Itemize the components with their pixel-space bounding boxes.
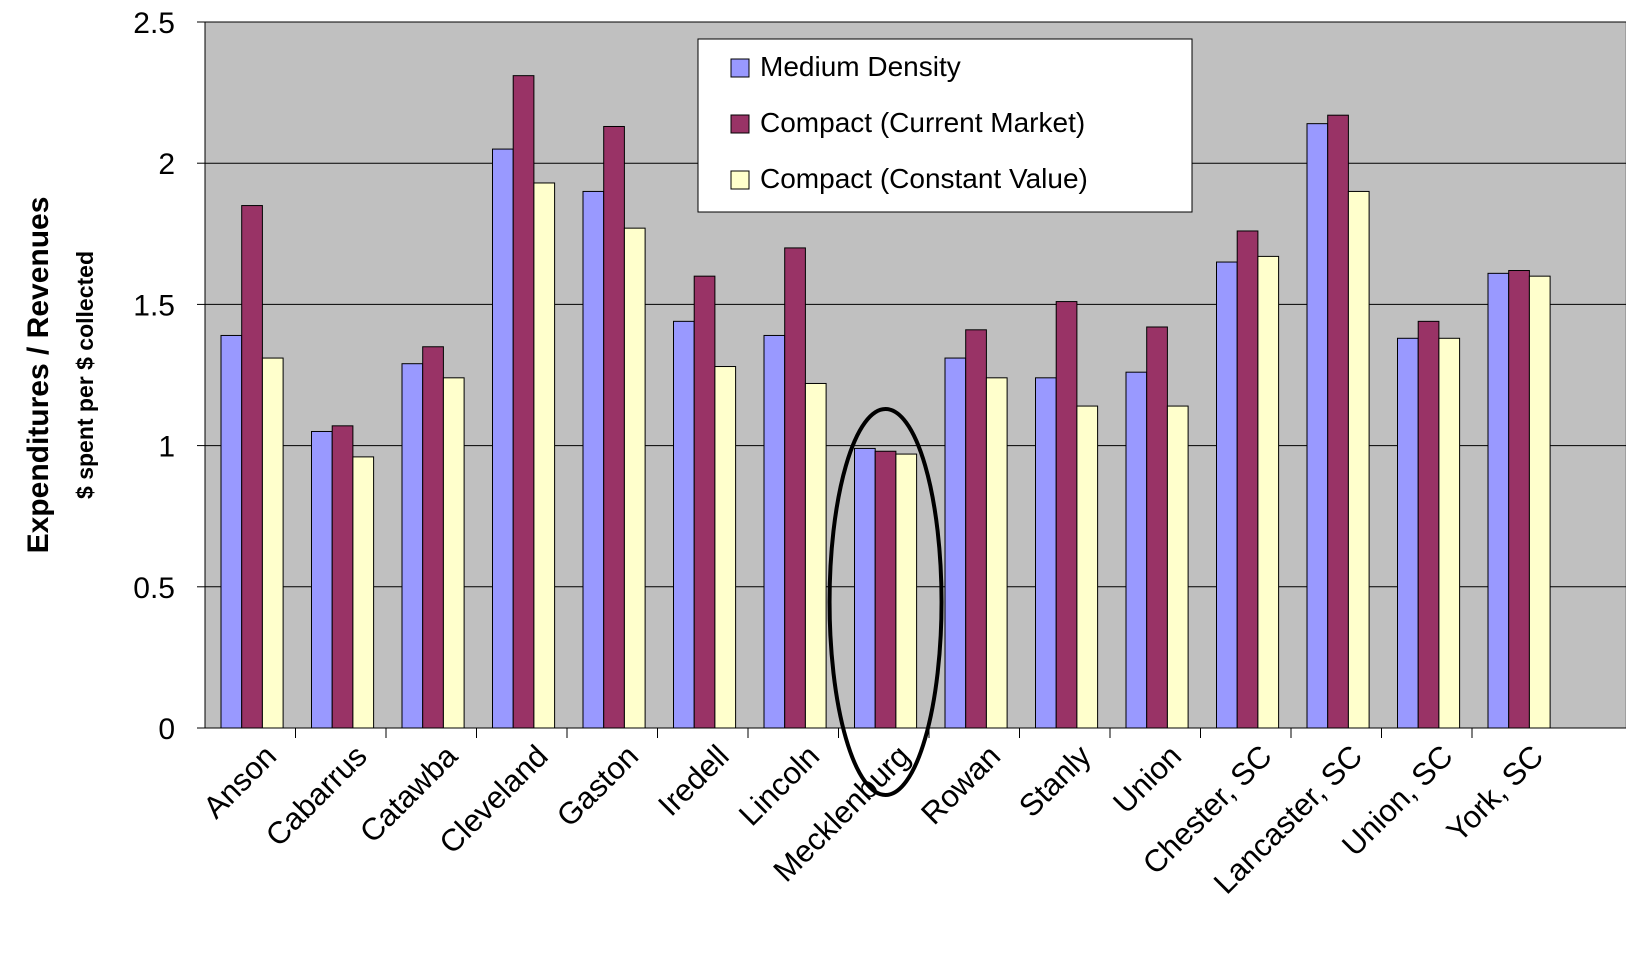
bar bbox=[1076, 405, 1099, 729]
legend-swatch bbox=[730, 114, 750, 134]
bar bbox=[763, 334, 786, 729]
bar bbox=[985, 377, 1008, 729]
bar bbox=[492, 148, 514, 729]
bar bbox=[1327, 114, 1349, 729]
y-tick-label: 2 bbox=[158, 148, 175, 181]
y-axis-labels: Expenditures / Revenues $ spent per $ co… bbox=[22, 197, 98, 554]
bar bbox=[220, 334, 243, 729]
bar bbox=[1417, 320, 1440, 729]
axes bbox=[197, 21, 1626, 738]
bar bbox=[1035, 377, 1057, 729]
x-tick-label: Union bbox=[1106, 738, 1188, 820]
legend-box bbox=[697, 38, 1193, 213]
bar bbox=[1055, 301, 1078, 729]
bar bbox=[422, 346, 444, 729]
legend-label: Compact (Constant Value) bbox=[760, 163, 1088, 194]
bar bbox=[1347, 190, 1370, 729]
bar bbox=[1397, 337, 1419, 729]
bar bbox=[895, 453, 918, 729]
bar bbox=[693, 275, 716, 729]
bar bbox=[1528, 275, 1551, 729]
bar bbox=[1146, 326, 1168, 729]
legend: Medium Density Compact (Current Market) Co… bbox=[697, 38, 1193, 213]
bar bbox=[241, 205, 263, 729]
y-tick-label: 1.5 bbox=[133, 289, 175, 322]
bar bbox=[1487, 272, 1510, 729]
x-tick-label: Anson bbox=[196, 738, 283, 825]
bar bbox=[582, 190, 605, 729]
bar bbox=[311, 430, 333, 729]
bar bbox=[1216, 261, 1238, 729]
bar bbox=[714, 366, 737, 729]
legend-label: Compact (Current Market) bbox=[760, 107, 1085, 138]
legend-swatch bbox=[730, 58, 750, 78]
y-tick-label: 2.5 bbox=[133, 7, 175, 40]
bar bbox=[1236, 230, 1259, 729]
bar bbox=[1125, 371, 1148, 729]
x-tick-label: York, SC bbox=[1440, 738, 1550, 848]
y-tick-label: 0 bbox=[158, 713, 175, 746]
x-tick-label: Gaston bbox=[550, 738, 645, 833]
bar bbox=[623, 227, 646, 729]
legend-label: Medium Density bbox=[760, 51, 961, 82]
bar bbox=[512, 75, 535, 729]
bar bbox=[854, 447, 876, 729]
x-tick-label: Cabarrus bbox=[259, 738, 374, 853]
y-axis-title: Expenditures / Revenues bbox=[22, 197, 55, 554]
legend-swatch bbox=[730, 170, 750, 190]
highlight-ellipse bbox=[827, 407, 944, 797]
bar bbox=[603, 125, 625, 729]
bar bbox=[1166, 405, 1189, 729]
y-axis-subtitle: $ spent per $ collected bbox=[72, 251, 98, 499]
bar bbox=[874, 450, 897, 729]
bar bbox=[965, 329, 987, 729]
bar bbox=[352, 456, 375, 729]
bar bbox=[401, 363, 424, 729]
bar bbox=[804, 382, 827, 729]
bar bbox=[944, 357, 967, 729]
bar bbox=[1438, 337, 1461, 729]
x-tick-label: Stanly bbox=[1012, 738, 1098, 824]
x-tick-label: Iredell bbox=[651, 738, 735, 822]
bar bbox=[331, 425, 354, 729]
y-tick-labels: 0 0.5 1 1.5 2 2.5 bbox=[133, 7, 175, 746]
bar bbox=[533, 182, 556, 729]
bar bbox=[673, 320, 695, 729]
bar bbox=[442, 377, 465, 729]
bar bbox=[784, 247, 806, 729]
bar bbox=[261, 357, 284, 729]
bar bbox=[1257, 255, 1280, 729]
bar bbox=[1306, 123, 1329, 729]
y-tick-label: 1 bbox=[158, 431, 175, 464]
y-tick-label: 0.5 bbox=[133, 572, 175, 605]
x-tick-label: Rowan bbox=[914, 738, 1007, 831]
bar bbox=[1508, 270, 1530, 729]
